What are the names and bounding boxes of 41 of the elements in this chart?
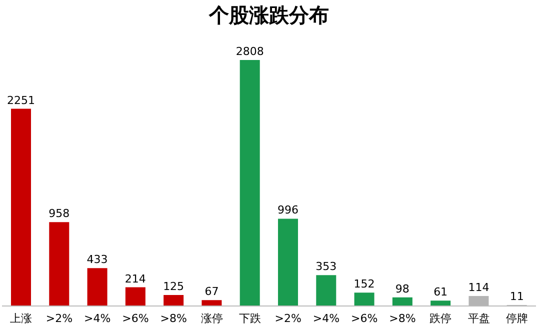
data-label: 125 bbox=[163, 280, 184, 294]
x-tick-label: 停牌 bbox=[506, 312, 528, 325]
x-tick-label: 上涨 bbox=[10, 312, 32, 325]
bar bbox=[392, 297, 412, 306]
data-label: 61 bbox=[434, 286, 448, 299]
x-tick-label: >8% bbox=[389, 312, 416, 325]
data-label: 98 bbox=[395, 282, 410, 296]
data-label: 996 bbox=[278, 204, 298, 217]
data-label: 958 bbox=[48, 207, 70, 220]
data-label: 2251 bbox=[7, 94, 35, 107]
x-tick-label: >2% bbox=[274, 312, 302, 325]
x-tick-label: 平盘 bbox=[468, 312, 490, 325]
data-label: 114 bbox=[468, 281, 490, 294]
bar bbox=[354, 292, 374, 306]
data-label: 214 bbox=[124, 272, 146, 286]
data-label: 2808 bbox=[236, 45, 264, 58]
x-tick-label: 下跌 bbox=[238, 312, 261, 325]
bar bbox=[430, 300, 451, 306]
x-tick-label: 涨停 bbox=[200, 312, 223, 325]
bar bbox=[202, 300, 222, 306]
bar bbox=[125, 287, 146, 306]
x-tick-label: >8% bbox=[160, 312, 187, 325]
x-tick-label: >4% bbox=[312, 312, 340, 325]
bar bbox=[278, 218, 298, 306]
x-tick-label: >2% bbox=[46, 312, 73, 325]
data-label: 433 bbox=[86, 253, 108, 266]
x-tick-label: >6% bbox=[122, 312, 149, 325]
bar bbox=[240, 60, 260, 306]
x-tick-label: >4% bbox=[84, 312, 111, 325]
data-label: 353 bbox=[316, 260, 337, 274]
chart-title: 个股涨跌分布 bbox=[208, 2, 330, 29]
data-label: 152 bbox=[354, 278, 375, 291]
bar bbox=[316, 275, 336, 306]
bar bbox=[87, 268, 108, 306]
bar bbox=[49, 222, 70, 306]
x-tick-label: >6% bbox=[351, 312, 378, 325]
bar bbox=[164, 295, 184, 306]
data-label: 67 bbox=[204, 285, 219, 298]
bar bbox=[11, 108, 31, 306]
data-label: 11 bbox=[510, 290, 524, 304]
x-tick-label: 跌停 bbox=[430, 312, 452, 325]
